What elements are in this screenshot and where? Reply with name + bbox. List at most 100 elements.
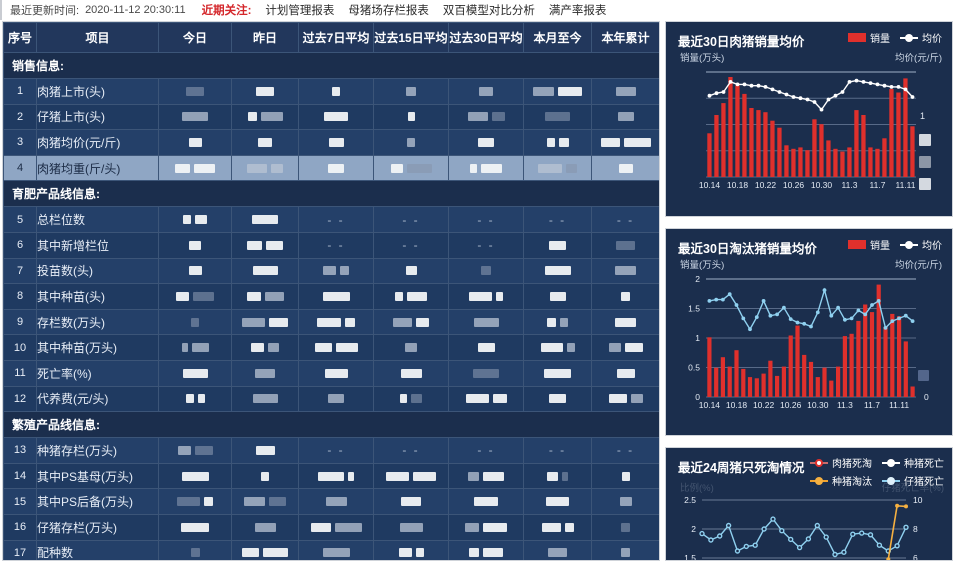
row-value-cell[interactable] (523, 283, 592, 310)
metrics-table-panel[interactable]: 序号 项目 今日 昨日 过去7日平均 过去15日平均 过去30日平均 本月至今 … (2, 21, 660, 561)
row-value-cell[interactable]: - - (373, 206, 449, 233)
row-value-cell[interactable] (231, 334, 299, 361)
col-yesterday[interactable]: 昨日 (231, 22, 299, 53)
row-value-cell[interactable] (448, 359, 524, 387)
row-value-cell[interactable] (591, 129, 659, 156)
row-value-cell[interactable] (523, 154, 592, 182)
row-value-cell[interactable] (298, 129, 374, 156)
row-value-cell[interactable] (231, 231, 299, 259)
row-value-cell[interactable] (373, 78, 449, 105)
row-value-cell[interactable] (448, 385, 524, 413)
row-value-cell[interactable] (158, 78, 232, 105)
row-value-cell[interactable] (298, 283, 374, 310)
row-value-cell[interactable] (523, 78, 592, 105)
chart2-legend-sales[interactable]: 销量 (848, 237, 890, 252)
table-row[interactable]: 4 肉猪均重(斤/头) (3, 154, 659, 182)
row-value-cell[interactable] (298, 308, 374, 336)
row-value-cell[interactable] (231, 359, 299, 387)
col-avg-7d[interactable]: 过去7日平均 (298, 22, 374, 53)
row-value-cell[interactable] (158, 539, 232, 560)
row-value-cell[interactable] (591, 488, 659, 515)
col-item[interactable]: 项目 (36, 22, 159, 53)
row-value-cell[interactable] (231, 283, 299, 310)
row-value-cell[interactable] (158, 231, 232, 259)
row-value-cell[interactable] (591, 462, 659, 490)
row-value-cell[interactable] (231, 385, 299, 413)
row-value-cell[interactable] (231, 103, 299, 131)
row-value-cell[interactable] (158, 257, 232, 285)
chart3-legend-piglet-death[interactable]: 仔猪死亡 (882, 473, 944, 488)
row-value-cell[interactable]: - - (448, 231, 524, 259)
table-row[interactable]: 6 其中新增栏位 - - - - - - (3, 231, 659, 259)
table-row[interactable]: 10 其中种苗(万头) (3, 334, 659, 361)
table-row[interactable]: 16 仔猪存栏(万头) (3, 513, 659, 541)
row-value-cell[interactable] (231, 513, 299, 541)
row-value-cell[interactable] (298, 513, 374, 541)
row-value-cell[interactable]: - - (448, 437, 524, 464)
chart1-legend-price[interactable]: 均价 (900, 30, 942, 45)
chart-card-hog-sales[interactable]: 最近30日肉猪销量均价 销量 均价 销量(万头) 均价(元/斤) 10.14 10… (665, 21, 953, 217)
row-value-cell[interactable] (591, 78, 659, 105)
row-value-cell[interactable] (158, 359, 232, 387)
row-value-cell[interactable] (231, 462, 299, 490)
report-link-double-hundred-model[interactable]: 双百模型对比分析 (442, 5, 535, 17)
chart1-legend-sales[interactable]: 销量 (848, 30, 890, 45)
row-value-cell[interactable] (448, 103, 524, 131)
row-value-cell[interactable] (448, 488, 524, 515)
row-value-cell[interactable] (591, 385, 659, 413)
row-value-cell[interactable] (298, 103, 374, 131)
report-link-full-capacity[interactable]: 满产率报表 (548, 5, 607, 17)
row-value-cell[interactable] (591, 359, 659, 387)
row-value-cell[interactable] (523, 129, 592, 156)
row-value-cell[interactable] (231, 539, 299, 560)
table-row[interactable]: 3 肉猪均价(元/斤) (3, 129, 659, 156)
row-value-cell[interactable] (373, 154, 449, 182)
chart-card-cull-sales[interactable]: 最近30日淘汰猪销量均价 销量 均价 销量(万头) 均价(元/斤) 10.14 1… (665, 228, 953, 436)
row-value-cell[interactable] (591, 154, 659, 182)
row-value-cell[interactable] (231, 257, 299, 285)
chart-card-mortality[interactable]: 最近24周猪只死淘情况 肉猪死淘 种猪死亡 种猪淘汰 (665, 447, 953, 561)
row-value-cell[interactable] (298, 257, 374, 285)
col-index[interactable]: 序号 (3, 22, 37, 53)
row-value-cell[interactable] (448, 513, 524, 541)
chart3-legend-breeder-death[interactable]: 种猪死亡 (882, 455, 944, 470)
row-value-cell[interactable]: - - (298, 437, 374, 464)
row-value-cell[interactable] (523, 103, 592, 131)
row-value-cell[interactable] (373, 385, 449, 413)
col-month-to-date[interactable]: 本月至今 (523, 22, 592, 53)
report-link-plan-management[interactable]: 计划管理报表 (265, 5, 335, 17)
chart3-legend-breeder-cull[interactable]: 种猪淘汰 (810, 473, 872, 488)
row-value-cell[interactable] (373, 462, 449, 490)
row-value-cell[interactable] (448, 539, 524, 560)
table-row[interactable]: 14 其中PS基母(万头) (3, 462, 659, 490)
row-value-cell[interactable] (523, 231, 592, 259)
row-value-cell[interactable] (298, 154, 374, 182)
row-value-cell[interactable] (448, 462, 524, 490)
row-value-cell[interactable] (373, 103, 449, 131)
row-value-cell[interactable] (591, 308, 659, 336)
table-row[interactable]: 1 肉猪上市(头) (3, 78, 659, 105)
row-value-cell[interactable] (298, 462, 374, 490)
row-value-cell[interactable]: - - (298, 206, 374, 233)
row-value-cell[interactable] (448, 308, 524, 336)
row-value-cell[interactable]: - - (373, 437, 449, 464)
row-value-cell[interactable] (523, 513, 592, 541)
row-value-cell[interactable] (298, 539, 374, 560)
row-value-cell[interactable] (298, 334, 374, 361)
row-value-cell[interactable] (591, 283, 659, 310)
row-value-cell[interactable] (448, 283, 524, 310)
chart3-legend-hog-cull[interactable]: 肉猪死淘 (810, 455, 872, 470)
row-value-cell[interactable] (158, 334, 232, 361)
row-value-cell[interactable] (158, 129, 232, 156)
row-value-cell[interactable] (373, 359, 449, 387)
row-value-cell[interactable] (373, 308, 449, 336)
row-value-cell[interactable] (231, 154, 299, 182)
row-value-cell[interactable] (158, 462, 232, 490)
table-row[interactable]: 9 存栏数(万头) (3, 308, 659, 336)
row-value-cell[interactable] (373, 129, 449, 156)
row-value-cell[interactable] (158, 308, 232, 336)
table-row[interactable]: 15 其中PS后备(万头) (3, 488, 659, 515)
col-year-to-date[interactable]: 本年累计 (591, 22, 659, 53)
row-value-cell[interactable] (523, 257, 592, 285)
table-row[interactable]: 13 种猪存栏(万头) - - - - - - - - - - (3, 437, 659, 464)
